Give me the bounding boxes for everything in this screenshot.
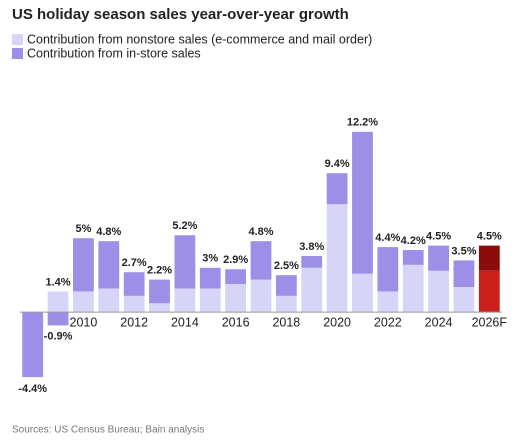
total-label: 12.2% xyxy=(347,117,378,129)
x-tick-label: 2016 xyxy=(222,315,250,329)
total-label: 3.5% xyxy=(451,245,476,257)
x-tick-label: 2024 xyxy=(425,315,453,329)
bar-segment xyxy=(275,275,297,296)
total-label: 2.5% xyxy=(274,260,299,272)
bar-segment xyxy=(199,267,221,289)
bar-segment xyxy=(149,303,170,313)
bar-segment xyxy=(478,270,500,313)
total-label: 2.2% xyxy=(147,265,172,277)
bar-segment xyxy=(98,241,120,289)
legend-swatch xyxy=(12,34,23,45)
total-label: 3% xyxy=(202,253,218,265)
total-label: 2.7% xyxy=(122,257,147,269)
bar-segment xyxy=(352,273,373,313)
total-label: 5% xyxy=(75,223,91,235)
bar-segment xyxy=(301,255,323,268)
total-label: 4.4% xyxy=(375,232,400,244)
bar-segment xyxy=(377,291,399,313)
bar-segment xyxy=(225,269,247,285)
x-tick-label: 2018 xyxy=(272,315,300,329)
bar-segment xyxy=(250,279,272,313)
bar-segment xyxy=(225,284,247,313)
bar-segment xyxy=(149,279,170,304)
bar-segment xyxy=(326,204,348,313)
total-label: 9.4% xyxy=(325,158,350,170)
total-label: 3.8% xyxy=(299,241,324,253)
value-label: -0.9% xyxy=(44,330,73,342)
bar-segment xyxy=(301,267,323,313)
bar-segment xyxy=(275,295,297,313)
bar-segment xyxy=(98,288,120,313)
legend-swatch xyxy=(12,48,23,59)
total-label: 4.2% xyxy=(401,235,426,247)
legend-label: Contribution from in-store sales xyxy=(27,46,201,60)
bar-segment xyxy=(47,291,69,313)
bar-segment xyxy=(428,245,449,271)
bar-segment xyxy=(174,288,196,313)
total-label: 4.8% xyxy=(96,226,121,238)
bar-segment xyxy=(123,272,145,296)
total-label: 2.9% xyxy=(223,254,248,266)
x-tick-label: 2012 xyxy=(120,315,148,329)
chart-title: US holiday season sales year-over-year g… xyxy=(12,6,349,23)
total-label: 5.2% xyxy=(172,220,197,232)
bar-segment xyxy=(22,312,44,378)
bar-segment xyxy=(402,250,424,265)
x-tick-label: 2020 xyxy=(323,315,351,329)
bar-segment xyxy=(174,235,196,289)
source: Sources: US Census Bureau; Bain analysis xyxy=(12,425,204,436)
value-label: 1.4% xyxy=(46,276,71,288)
legend-label: Contribution from nonstore sales (e-comm… xyxy=(27,32,372,46)
total-label: 4.5% xyxy=(426,231,451,243)
bar-segment xyxy=(352,131,373,274)
bar-segment xyxy=(73,238,94,292)
bar-segment xyxy=(123,295,145,313)
x-tick-label: 2022 xyxy=(374,315,402,329)
bar-segment xyxy=(402,264,424,313)
total-label: 4.5% xyxy=(477,231,502,243)
total-label: 4.8% xyxy=(248,226,273,238)
total-label: -4.4% xyxy=(18,383,47,395)
bar-segment xyxy=(478,245,500,271)
bar-segment xyxy=(453,260,475,287)
bar-segment xyxy=(199,288,221,313)
bar-segment xyxy=(428,270,449,313)
bar-segment xyxy=(326,173,348,205)
bar-segment xyxy=(377,247,399,292)
x-tick-label: 2014 xyxy=(171,315,199,329)
bar-segment xyxy=(47,312,69,326)
bar-segment xyxy=(453,286,475,313)
bar-segment xyxy=(73,291,94,313)
x-tick-label: 2010 xyxy=(70,315,98,329)
x-tick-label: 2026F xyxy=(472,315,508,329)
bar-segment xyxy=(250,241,272,280)
